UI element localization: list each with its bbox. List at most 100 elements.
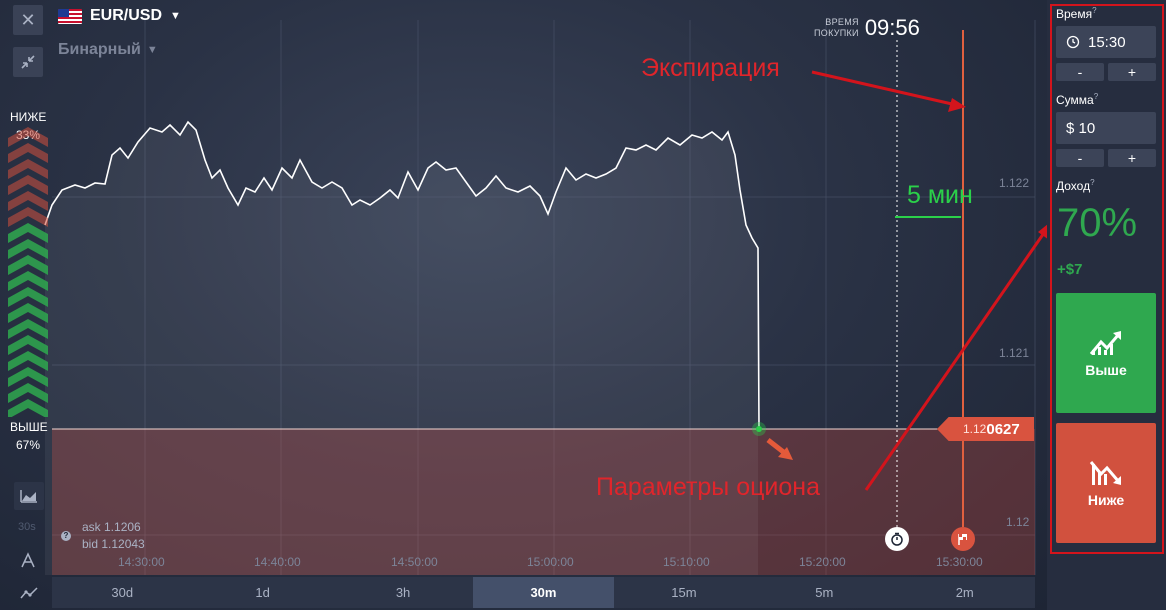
option-type-selector[interactable]: Бинарный ▼ xyxy=(58,41,158,59)
trend-up-icon xyxy=(1089,331,1121,355)
sentiment-down-chevron xyxy=(8,143,48,163)
params-annotation: Параметры оциона xyxy=(596,473,821,501)
side-interval-label: 30s xyxy=(18,521,36,533)
price-line xyxy=(44,120,760,430)
time-label: 15:20:00 xyxy=(799,555,846,569)
income-label-text: Доход xyxy=(1056,179,1091,193)
timeframe-option[interactable]: 2m xyxy=(955,585,974,600)
help-icon[interactable]: ? xyxy=(61,531,71,541)
time-label: 15:00:00 xyxy=(527,555,574,569)
indicator-icon xyxy=(21,552,35,568)
expiry-time-field[interactable]: 15:30 xyxy=(1056,26,1156,58)
expiry-annotation: Экспирация xyxy=(641,54,780,82)
area-chart-icon xyxy=(20,490,37,503)
time-label: 15:10:00 xyxy=(663,555,710,569)
time-label: 14:50:00 xyxy=(391,555,438,569)
us-flag-icon xyxy=(58,8,82,24)
price-chart[interactable]: ✕ EUR/USD ▼ Бинарный ▼ ВРЕМЯ ПОКУПКИ 09:… xyxy=(0,0,1047,610)
sentiment-up-chevron xyxy=(8,223,48,243)
time-label: 14:30:00 xyxy=(118,555,165,569)
purchase-label-line2: ПОКУПКИ xyxy=(814,28,859,38)
purchase-time-value: 09:56 xyxy=(864,15,920,40)
help-icon[interactable]: ? xyxy=(1093,92,1099,101)
help-icon[interactable]: ? xyxy=(1092,6,1097,15)
income-amount: +$7 xyxy=(1057,261,1083,278)
timeframe-option[interactable]: 5m xyxy=(815,585,834,600)
drawing-icon xyxy=(20,587,38,599)
sentiment-up-chevron xyxy=(8,255,48,275)
help-icon[interactable]: ? xyxy=(1090,178,1095,187)
sentiment-down-label: НИЖЕ xyxy=(10,110,47,124)
purchase-timer-marker xyxy=(885,527,909,551)
clock-icon xyxy=(1066,35,1080,49)
collapse-button[interactable] xyxy=(13,47,43,77)
amount-stepper: - + xyxy=(1056,149,1156,167)
time-label: 15:30:00 xyxy=(936,555,983,569)
sentiment-up-chevron xyxy=(8,319,48,339)
amount-value: $ 10 xyxy=(1066,119,1096,137)
trend-down-icon xyxy=(1089,461,1121,485)
time-label: 14:40:00 xyxy=(254,555,301,569)
call-up-label: Выше xyxy=(1085,362,1127,378)
sentiment-up-chevron xyxy=(8,399,48,417)
sentiment-down-chevron xyxy=(8,207,48,227)
income-percent: 70% xyxy=(1057,201,1138,245)
ask-bid: ask 1.1206 bid 1.12043 xyxy=(82,519,145,553)
sentiment-up-chevron xyxy=(8,367,48,387)
finish-flag-icon xyxy=(958,534,967,545)
close-icon: ✕ xyxy=(20,9,36,30)
current-price-tag: 1.12 0627 xyxy=(937,417,1034,441)
asset-selector[interactable]: EUR/USD ▼ xyxy=(58,7,181,25)
ask-value: ask 1.1206 xyxy=(82,520,141,534)
timeframe-option[interactable]: 30m xyxy=(473,577,614,608)
timeframe-option[interactable]: 15m xyxy=(671,585,697,600)
chart-type-button[interactable] xyxy=(14,482,44,510)
purchase-time: ВРЕМЯ ПОКУПКИ 09:56 xyxy=(814,15,920,41)
amount-field[interactable]: $ 10 xyxy=(1056,112,1156,144)
chevron-down-icon: ▼ xyxy=(170,10,181,22)
sentiment-up-chevron xyxy=(8,271,48,291)
sentiment-down-chevron xyxy=(8,175,48,195)
expiry-flag-marker xyxy=(951,527,975,551)
price-label: 1.12 xyxy=(1006,515,1030,529)
timeframe-option[interactable]: 1d xyxy=(255,585,270,600)
sentiment-up-chevron xyxy=(8,383,48,403)
option-type-label: Бинарный xyxy=(58,41,141,58)
expiry-time-value: 15:30 xyxy=(1088,33,1126,51)
time-label-text: Время xyxy=(1056,7,1093,21)
timeframe-option[interactable]: 30d xyxy=(111,585,134,600)
chevron-down-icon: ▼ xyxy=(146,44,158,56)
stopwatch-icon xyxy=(891,532,903,546)
expiry-arrow xyxy=(811,70,953,106)
sentiment-up-chevron xyxy=(8,335,48,355)
amount-field-label: Сумма? xyxy=(1056,92,1098,107)
drawing-tools-button[interactable] xyxy=(14,579,44,607)
put-down-button[interactable]: Ниже xyxy=(1056,423,1156,543)
current-point xyxy=(756,426,762,432)
time-decrease-button[interactable]: - xyxy=(1056,63,1104,81)
price-label: 1.122 xyxy=(999,176,1030,190)
sentiment-up-chevron xyxy=(8,287,48,307)
amount-decrease-button[interactable]: - xyxy=(1056,149,1104,167)
chart-canvas xyxy=(44,20,1047,575)
close-button[interactable]: ✕ xyxy=(13,5,43,35)
timeframe-bar: 30d 1d 3h 30m 15m 5m 2m xyxy=(52,577,1035,608)
indicators-button[interactable] xyxy=(14,546,44,574)
sentiment-up-chevron xyxy=(8,303,48,323)
params-arrow xyxy=(864,229,1047,491)
sentiment-up-chevron xyxy=(8,351,48,371)
amount-increase-button[interactable]: + xyxy=(1108,149,1156,167)
asset-name: EUR/USD xyxy=(90,7,163,24)
timeframe-option[interactable]: 3h xyxy=(395,585,411,600)
time-increase-button[interactable]: + xyxy=(1108,63,1156,81)
time-stepper: - + xyxy=(1056,63,1156,81)
call-up-button[interactable]: Выше xyxy=(1056,293,1156,413)
sentiment-bar xyxy=(8,127,48,417)
amount-label-text: Сумма xyxy=(1056,93,1094,107)
price-suffix: 0627 xyxy=(986,420,1020,438)
price-prefix: 1.12 xyxy=(963,422,987,436)
annotation-highlight-box xyxy=(1050,4,1164,554)
sentiment-down-chevron xyxy=(8,159,48,179)
time-field-label: Время? xyxy=(1056,6,1097,21)
